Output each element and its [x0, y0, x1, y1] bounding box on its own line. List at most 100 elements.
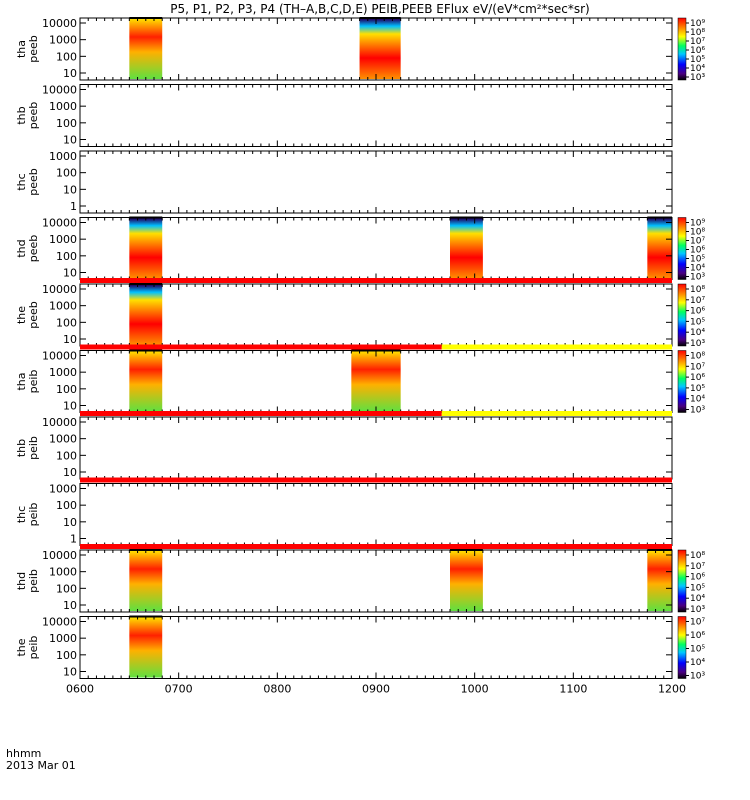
colorbar-label: 10⁵ [690, 317, 705, 327]
y-tick-label: 1000 [49, 566, 77, 579]
y-tick-label: 100 [56, 499, 77, 512]
date-label: 2013 Mar 01 [6, 759, 76, 772]
x-tick-label: 0700 [165, 683, 193, 696]
panel-probe-label: the [15, 638, 28, 656]
colorbar-label: 10⁵ [690, 384, 705, 394]
y-tick-label: 10000 [42, 217, 77, 230]
colorbar [677, 616, 687, 679]
x-tick-label: 0600 [66, 683, 94, 696]
y-tick-label: 100 [56, 167, 77, 180]
y-tick-label: 1000 [49, 150, 77, 163]
colorbar-label: 10⁷ [690, 296, 705, 306]
x-tick-label: 1100 [559, 683, 587, 696]
panel-frame [79, 483, 673, 546]
status-bar-segment [80, 411, 442, 416]
y-tick-label: 10 [63, 400, 77, 413]
colorbar-label: 10⁷ [690, 237, 705, 247]
panel-product-label: peib [27, 636, 40, 660]
panel-thc-peeb: 1 10 100 1000 thc peeb [15, 150, 673, 214]
colorbar-label: 10⁴ [690, 395, 705, 405]
x-tick-label: 0800 [263, 683, 291, 696]
y-tick-label: 10000 [42, 416, 77, 429]
y-tick-label: 1000 [49, 433, 77, 446]
panel-probe-label: thd [15, 239, 28, 257]
colorbar-label: 10⁷ [690, 37, 705, 47]
y-tick-label: 1000 [49, 632, 77, 645]
colorbar-label: 10⁹ [690, 219, 705, 229]
panel-frame [79, 150, 673, 214]
panel-frame [79, 84, 673, 147]
status-bar-segment [80, 344, 442, 350]
status-bar-segment [80, 278, 672, 283]
y-tick-label: 10 [63, 666, 77, 679]
panel-probe-label: tha [15, 372, 28, 390]
panel-product-label: peib [27, 569, 40, 593]
panel-thd-peeb: 10 100 1000 10000 thd peeb 10³10⁴10⁵10⁶10⁷10⁸1… [15, 216, 705, 283]
panel-product-label: peeb [27, 235, 40, 263]
colorbar [677, 17, 687, 81]
colorbar-label: 10⁴ [690, 594, 705, 604]
panel-thb-peib: 10 100 1000 10000 thb peib [15, 411, 673, 480]
panel-product-label: peib [27, 370, 40, 394]
y-tick-label: 10 [63, 466, 77, 479]
panel-probe-label: the [15, 306, 28, 324]
status-bar-segment [441, 344, 672, 350]
panel-frame [79, 416, 673, 480]
colorbar [677, 350, 687, 413]
spectrogram-block [129, 551, 163, 611]
y-tick-label: 1 [70, 533, 77, 546]
colorbar-label: 10⁷ [690, 362, 705, 372]
colorbar-label: 10⁶ [690, 373, 705, 383]
colorbar-label: 10⁶ [690, 631, 705, 641]
y-tick-label: 1 [70, 200, 77, 213]
spectrogram-block [647, 551, 672, 611]
y-tick-label: 1000 [49, 366, 77, 379]
colorbar-label: 10⁵ [690, 645, 705, 655]
panel-frame [79, 283, 673, 347]
panel-product-label: peeb [27, 102, 40, 130]
y-tick-label: 10 [63, 333, 77, 346]
y-tick-label: 100 [56, 316, 77, 329]
spectrogram-block [129, 285, 163, 345]
colorbar-label: 10⁷ [690, 618, 705, 628]
status-bar-segment [80, 477, 672, 483]
colorbar-label: 10³ [690, 273, 705, 283]
colorbar-label: 10⁶ [690, 246, 705, 256]
colorbar-label: 10⁸ [690, 551, 705, 561]
colorbar-label: 10³ [690, 339, 705, 349]
colorbar-label: 10⁵ [690, 55, 705, 65]
y-tick-label: 10000 [42, 616, 77, 629]
y-tick-label: 1000 [49, 233, 77, 246]
x-tick-label: 0900 [362, 683, 390, 696]
y-tick-label: 10000 [42, 17, 77, 30]
panel-the-peib: 10 100 1000 10000 the peib 10³ 10⁴ 10⁵ 10⁶ 10⁷ [15, 615, 705, 682]
panel-product-label: peeb [27, 168, 40, 196]
panel-product-label: peib [27, 503, 40, 527]
time-axis-label: hhmm [6, 747, 41, 760]
status-bar-segment [80, 544, 672, 549]
colorbar-label: 10³ [690, 73, 705, 83]
panel-product-label: peib [27, 436, 40, 460]
panel-probe-label: thb [15, 439, 28, 457]
colorbar-label: 10⁴ [690, 658, 705, 668]
y-tick-label: 10 [63, 516, 77, 529]
colorbar [677, 283, 687, 347]
y-tick-label: 10 [63, 267, 77, 280]
y-tick-label: 1000 [49, 300, 77, 313]
colorbar-label: 10³ [690, 406, 705, 416]
colorbar-label: 10⁴ [690, 328, 705, 338]
panel-probe-label: thb [15, 106, 28, 124]
colorbar-label: 10⁹ [690, 19, 705, 29]
y-tick-label: 10 [63, 134, 77, 147]
spectrogram-block [129, 351, 163, 412]
y-tick-label: 100 [56, 383, 77, 396]
spectrogram-block [450, 551, 483, 611]
y-tick-label: 10000 [42, 350, 77, 363]
panel-product-label: peeb [27, 301, 40, 329]
spectrogram-block [647, 218, 672, 279]
spectrogram-block [351, 351, 401, 412]
colorbar-label: 10⁷ [690, 562, 705, 572]
